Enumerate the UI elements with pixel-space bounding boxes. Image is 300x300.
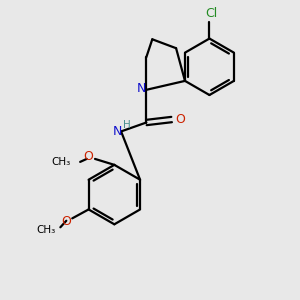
Text: O: O (83, 150, 93, 163)
Text: O: O (175, 113, 185, 126)
Text: H: H (123, 120, 130, 130)
Text: Cl: Cl (205, 7, 217, 20)
Text: CH₃: CH₃ (37, 225, 56, 235)
Text: N: N (113, 125, 122, 138)
Text: CH₃: CH₃ (51, 157, 70, 167)
Text: O: O (61, 215, 70, 228)
Text: N: N (136, 82, 146, 95)
